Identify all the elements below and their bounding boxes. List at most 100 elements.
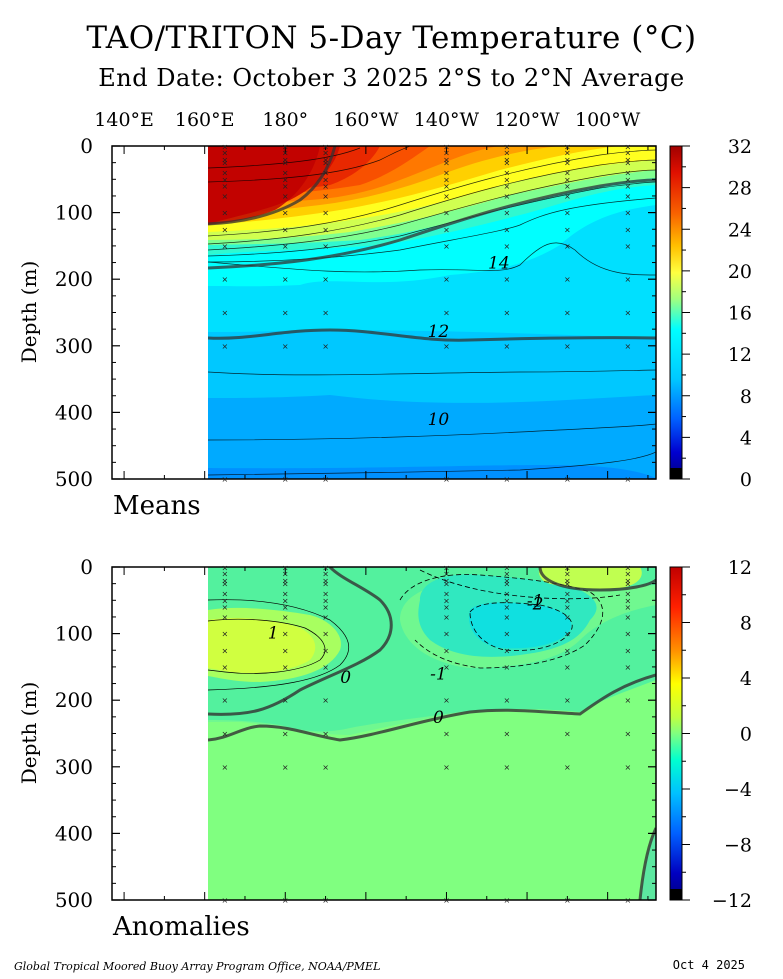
anomalies-colorbar-tick-label: 0 xyxy=(740,724,752,746)
anomalies-contour-label: -1 xyxy=(430,665,447,685)
buoy-marker: × xyxy=(322,646,329,655)
footer-date: Oct 4 2025 xyxy=(672,958,745,972)
buoy-marker: × xyxy=(564,613,571,622)
anomalies-colorbar xyxy=(669,566,683,901)
chart-title: TAO/TRITON 5-Day Temperature (°C) xyxy=(86,20,697,56)
buoy-marker: × xyxy=(624,182,631,191)
means-y-axis-label: Depth (m) xyxy=(17,261,41,364)
buoy-marker: × xyxy=(322,182,329,191)
means-buoy-markers: ××××××××××××××××××××××××××××××××××××××××… xyxy=(221,143,631,484)
buoy-marker: × xyxy=(504,663,511,672)
buoy-marker: × xyxy=(221,192,228,201)
buoy-marker: × xyxy=(282,596,289,605)
means-y-tick-label: 0 xyxy=(80,134,93,158)
buoy-marker: × xyxy=(322,896,329,905)
buoy-marker: × xyxy=(221,596,228,605)
buoy-marker: × xyxy=(564,763,571,772)
buoy-marker: × xyxy=(221,730,228,739)
buoy-marker: × xyxy=(564,342,571,351)
anomalies-panel-label: Anomalies xyxy=(112,912,250,942)
buoy-marker: × xyxy=(282,613,289,622)
anomalies-colorbar-tick-label: −8 xyxy=(724,835,752,857)
buoy-marker: × xyxy=(504,570,511,579)
buoy-marker: × xyxy=(564,564,571,573)
buoy-marker: × xyxy=(443,225,450,234)
buoy-marker: × xyxy=(282,763,289,772)
buoy-marker: × xyxy=(624,564,631,573)
buoy-marker: × xyxy=(322,730,329,739)
buoy-marker: × xyxy=(221,663,228,672)
means-colorbar-tick-label: 12 xyxy=(728,344,752,366)
means-panel-label: Means xyxy=(113,491,201,521)
buoy-marker: × xyxy=(504,696,511,705)
buoy-marker: × xyxy=(282,309,289,318)
buoy-marker: × xyxy=(624,730,631,739)
buoy-marker: × xyxy=(221,275,228,284)
buoy-marker: × xyxy=(624,309,631,318)
buoy-marker: × xyxy=(282,242,289,251)
buoy-marker: × xyxy=(322,159,329,168)
buoy-marker: × xyxy=(443,576,450,585)
buoy-marker: × xyxy=(504,564,511,573)
buoy-marker: × xyxy=(221,149,228,158)
means-contour-label: 10 xyxy=(428,410,450,430)
buoy-marker: × xyxy=(322,564,329,573)
buoy-marker: × xyxy=(564,730,571,739)
buoy-marker: × xyxy=(624,209,631,218)
buoy-marker: × xyxy=(624,613,631,622)
chart-subtitle: End Date: October 3 2025 2°S to 2°N Aver… xyxy=(98,64,685,92)
buoy-marker: × xyxy=(624,576,631,585)
buoy-marker: × xyxy=(504,143,511,152)
means-colorbar-tick-label: 0 xyxy=(740,469,752,491)
buoy-marker: × xyxy=(564,275,571,284)
buoy-marker: × xyxy=(504,576,511,585)
buoy-marker: × xyxy=(504,580,511,589)
buoy-marker: × xyxy=(443,275,450,284)
buoy-marker: × xyxy=(322,475,329,484)
buoy-marker: × xyxy=(443,590,450,599)
means-colorbar-min-swatch xyxy=(670,468,682,479)
anomalies-contour-label: 1 xyxy=(268,623,279,643)
buoy-marker: × xyxy=(624,225,631,234)
buoy-marker: × xyxy=(322,225,329,234)
buoy-marker: × xyxy=(282,209,289,218)
anomalies-colorbar-tick-label: 8 xyxy=(740,613,752,635)
buoy-marker: × xyxy=(504,613,511,622)
x-tick-label: 120°W xyxy=(494,109,560,131)
buoy-marker: × xyxy=(443,209,450,218)
buoy-marker: × xyxy=(221,576,228,585)
buoy-marker: × xyxy=(564,696,571,705)
buoy-marker: × xyxy=(282,159,289,168)
anomalies-contour-label: -2 xyxy=(527,595,544,615)
anomalies-field xyxy=(208,567,656,900)
buoy-marker: × xyxy=(282,192,289,201)
buoy-marker: × xyxy=(624,342,631,351)
anomalies-contour-label: 0 xyxy=(340,668,351,688)
means-colorbar-ticks: 32 28 24 20 16 12 8 4 0 xyxy=(682,136,752,491)
buoy-marker: × xyxy=(504,209,511,218)
buoy-marker: × xyxy=(322,630,329,639)
buoy-marker: × xyxy=(564,896,571,905)
buoy-marker: × xyxy=(624,159,631,168)
buoy-marker: × xyxy=(624,763,631,772)
buoy-marker: × xyxy=(504,763,511,772)
anomalies-contour-labels: 100-1-1-2 xyxy=(268,591,544,728)
buoy-marker: × xyxy=(504,169,511,178)
buoy-marker: × xyxy=(564,646,571,655)
buoy-marker: × xyxy=(564,155,571,164)
buoy-marker: × xyxy=(443,564,450,573)
buoy-marker: × xyxy=(322,570,329,579)
means-colorbar-tick-label: 32 xyxy=(728,136,752,158)
buoy-marker: × xyxy=(322,576,329,585)
buoy-marker: × xyxy=(443,596,450,605)
buoy-marker: × xyxy=(504,342,511,351)
buoy-marker: × xyxy=(322,580,329,589)
means-y-tick-label: 200 xyxy=(55,267,93,291)
buoy-marker: × xyxy=(282,275,289,284)
buoy-marker: × xyxy=(322,663,329,672)
buoy-marker: × xyxy=(282,646,289,655)
buoy-marker: × xyxy=(564,143,571,152)
buoy-marker: × xyxy=(322,603,329,612)
buoy-marker: × xyxy=(443,159,450,168)
